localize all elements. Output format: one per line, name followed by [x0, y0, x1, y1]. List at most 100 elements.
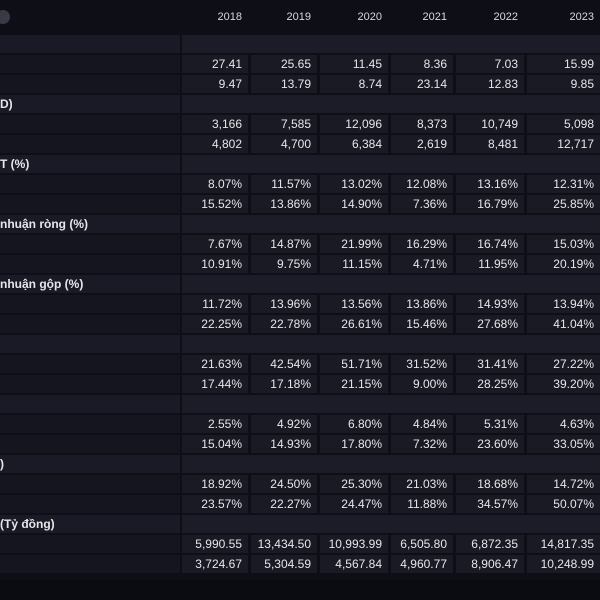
- table-cell: 25.65: [251, 55, 317, 73]
- row-label-bg: [0, 295, 180, 313]
- table-cell: 28.25%: [456, 375, 524, 393]
- row-label-bg: [0, 415, 180, 433]
- table-cell: 51.71%: [320, 355, 388, 373]
- table-cell: 21.63%: [182, 355, 248, 373]
- table-cell: 11.45: [320, 55, 388, 73]
- section-label-bg: [0, 275, 180, 293]
- table-cell: 4.84%: [391, 415, 453, 433]
- section-bg: [182, 335, 600, 353]
- table-cell: 13.96%: [251, 295, 317, 313]
- table-cell: 4.71%: [391, 255, 453, 273]
- table-cell: 13.86%: [251, 195, 317, 213]
- row-label-bg: [0, 175, 180, 193]
- table-row: 3,724.67 5,304.59 4,567.84 4,960.77 8,906.47…: [0, 554, 600, 574]
- table-cell: 13.02%: [320, 175, 388, 193]
- table-cell: 2,619: [391, 135, 453, 153]
- table-cell: 15.99: [527, 55, 600, 73]
- table-row: 15.52% 13.86% 14.90% 7.36% 16.79% 25.85%: [0, 194, 600, 214]
- table-cell: 8,481: [456, 135, 524, 153]
- table-cell: 21.15%: [320, 375, 388, 393]
- table-cell: 11.57%: [251, 175, 317, 193]
- table-cell: 17.80%: [320, 435, 388, 453]
- table-cell: 23.57%: [182, 495, 248, 513]
- table-row: 21.63% 42.54% 51.71% 31.52% 31.41% 27.22%: [0, 354, 600, 374]
- table-cell: 15.03%: [527, 235, 600, 253]
- table-cell: 4.92%: [251, 415, 317, 433]
- year-header-3: 2021: [422, 11, 447, 23]
- year-header-row: 2018 2019 2020 2021 2022 2023: [0, 0, 600, 34]
- table-cell: 12,717: [527, 135, 600, 153]
- table-cell: 12.08%: [391, 175, 453, 193]
- table-cell: 16.74%: [456, 235, 524, 253]
- financial-ratio-table: 2018 2019 2020 2021 2022 2023 27.41 25.65 11.45…: [0, 0, 600, 574]
- table-cell: 13.86%: [391, 295, 453, 313]
- row-label-bg: [0, 235, 180, 253]
- table-cell: 11.95%: [456, 255, 524, 273]
- section-label-bg: [0, 35, 180, 53]
- table-row: 17.44% 17.18% 21.15% 9.00% 28.25% 39.20%: [0, 374, 600, 394]
- table-cell: 16.29%: [391, 235, 453, 253]
- table-cell: 27.68%: [456, 315, 524, 333]
- table-row: 22.25% 22.78% 26.61% 15.46% 27.68% 41.04%: [0, 314, 600, 334]
- table-cell: 22.27%: [251, 495, 317, 513]
- table-cell: 4,700: [251, 135, 317, 153]
- section-bg: [182, 35, 600, 53]
- table-cell: 13.94%: [527, 295, 600, 313]
- table-cell: 5,098: [527, 115, 600, 133]
- table-cell: 20.19%: [527, 255, 600, 273]
- table-cell: 10,749: [456, 115, 524, 133]
- section-label: nhuận ròng (%): [0, 217, 88, 231]
- table-cell: 8.07%: [182, 175, 248, 193]
- collapse-toggle-icon[interactable]: [0, 10, 10, 24]
- section-row: T (%): [0, 154, 600, 174]
- table-cell: 25.30%: [320, 475, 388, 493]
- row-label-bg: [0, 195, 180, 213]
- table-cell: 10,248.99: [527, 555, 600, 573]
- table-cell: 24.47%: [320, 495, 388, 513]
- row-label-bg: [0, 495, 180, 513]
- table-cell: 11.72%: [182, 295, 248, 313]
- row-label-bg: [0, 475, 180, 493]
- section-bg: [182, 395, 600, 413]
- section-row: [0, 34, 600, 54]
- section-row: [0, 394, 600, 414]
- row-label-bg: [0, 115, 180, 133]
- row-label-bg: [0, 555, 180, 573]
- table-cell: 31.52%: [391, 355, 453, 373]
- table-cell: 14,817.35: [527, 535, 600, 553]
- table-cell: 23.60%: [456, 435, 524, 453]
- table-cell: 15.52%: [182, 195, 248, 213]
- table-cell: 33.05%: [527, 435, 600, 453]
- table-row: 5,990.55 13,434.50 10,993.99 6,505.80 6,872.…: [0, 534, 600, 554]
- table-cell: 18.68%: [456, 475, 524, 493]
- table-cell: 11.88%: [391, 495, 453, 513]
- table-cell: 4,960.77: [391, 555, 453, 573]
- row-label-bg: [0, 315, 180, 333]
- section-label-bg: [0, 395, 180, 413]
- section-row: ): [0, 454, 600, 474]
- table-cell: 14.90%: [320, 195, 388, 213]
- table-cell: 11.15%: [320, 255, 388, 273]
- table-cell: 4.63%: [527, 415, 600, 433]
- table-row: 2.55% 4.92% 6.80% 4.84% 5.31% 4.63%: [0, 414, 600, 434]
- table-cell: 3,724.67: [182, 555, 248, 573]
- table-cell: 7.36%: [391, 195, 453, 213]
- table-cell: 10.91%: [182, 255, 248, 273]
- table-row: 27.41 25.65 11.45 8.36 7.03 15.99: [0, 54, 600, 74]
- section-label: [0, 335, 180, 353]
- year-header-1: 2019: [286, 11, 311, 23]
- year-header-2: 2020: [357, 11, 382, 23]
- section-row: D): [0, 94, 600, 114]
- table-cell: 17.18%: [251, 375, 317, 393]
- table-cell: 7.03: [456, 55, 524, 73]
- table-cell: 8,906.47: [456, 555, 524, 573]
- section-label: (Tỷ đồng): [0, 517, 55, 531]
- section-label: [0, 35, 180, 53]
- table-cell: 16.79%: [456, 195, 524, 213]
- section-bg: [182, 155, 600, 173]
- row-label-bg: [0, 135, 180, 153]
- section-row: (Tỷ đồng): [0, 514, 600, 534]
- row-label-bg: [0, 375, 180, 393]
- table-cell: 13.16%: [456, 175, 524, 193]
- table-row: 4,802 4,700 6,384 2,619 8,481 12,717: [0, 134, 600, 154]
